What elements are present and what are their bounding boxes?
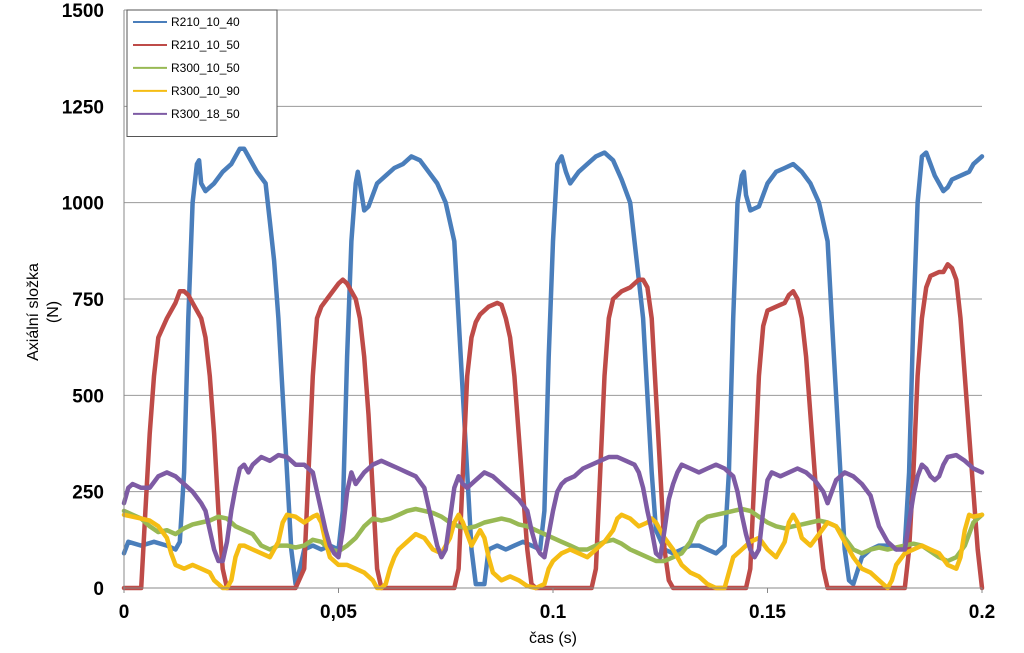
y-axis-ticks: 0 250 500 750 1000 1250 1500 <box>62 1 104 600</box>
y-tick-label: 500 <box>72 386 104 407</box>
x-tick-label: 0.2 <box>969 602 995 623</box>
y-tick-label: 750 <box>72 290 104 311</box>
x-tick-label: 0,05 <box>320 602 357 623</box>
legend: R210_10_40 R210_10_50 R300_10_50 R300_10_90… <box>126 9 278 137</box>
series-line-r210-10-40 <box>121 146 985 587</box>
legend-label: R300_10_50 <box>171 61 240 75</box>
y-tick-label: 1500 <box>62 1 104 22</box>
x-axis-ticks: 0 0,05 0.1 0.15 0.2 <box>119 588 995 623</box>
legend-label: R300_10_90 <box>171 84 240 98</box>
y-tick-label: 1000 <box>62 194 104 215</box>
x-tick-label: 0.15 <box>749 602 786 623</box>
legend-label: R210_10_40 <box>171 15 240 29</box>
series-line-r300-10-90 <box>121 512 985 591</box>
legend-box <box>126 9 278 137</box>
y-tick-label: 250 <box>72 483 104 504</box>
y-tick-label: 0 <box>93 579 104 600</box>
legend-label: R300_18_50 <box>171 107 240 121</box>
y-tick-label: 1250 <box>62 97 104 118</box>
series-lines <box>121 146 985 591</box>
y-axis-label-line-1: Axiální složka <box>25 263 42 361</box>
legend-label: R210_10_50 <box>171 38 240 52</box>
x-tick-label: 0.1 <box>540 602 567 623</box>
y-axis-label-line-2: (N) <box>45 301 62 323</box>
x-axis-label: čas (s) <box>529 630 577 647</box>
series-line-r300-18-50 <box>121 452 985 564</box>
x-tick-label: 0 <box>119 602 130 623</box>
y-axis-label: Axiální složka (N) <box>25 263 62 361</box>
